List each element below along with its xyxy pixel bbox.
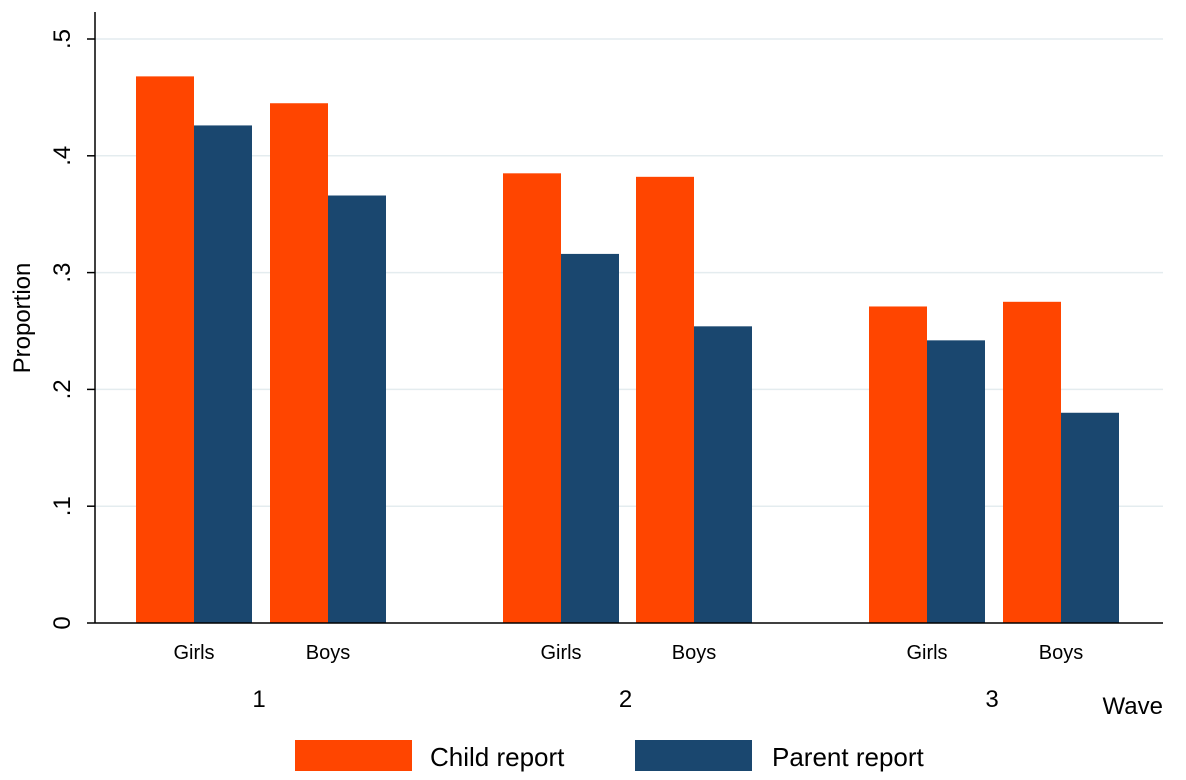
x-group-label: 1 xyxy=(252,686,265,713)
x-group-label: 3 xyxy=(985,686,998,713)
legend: Child report Parent report xyxy=(295,740,925,772)
x-subcategory-label: Girls xyxy=(173,642,214,664)
y-tick-label: .3 xyxy=(49,263,76,283)
bar-child-4 xyxy=(869,306,927,623)
bar-parent-0 xyxy=(194,125,252,623)
bar-child-5 xyxy=(1003,301,1061,623)
bar-parent-5 xyxy=(1061,412,1119,623)
bar-parent-1 xyxy=(328,195,386,623)
legend-label-parent-report: Parent report xyxy=(772,742,925,772)
legend-swatch-child-report xyxy=(295,740,412,771)
bar-parent-2 xyxy=(561,253,619,624)
legend-label-child-report: Child report xyxy=(430,742,565,772)
bar-child-1 xyxy=(270,103,328,624)
gridlines xyxy=(95,38,1163,507)
x-tick-labels: Girls Boys 1 Girls Boys 2 Girls Boys 3 xyxy=(173,642,1083,713)
y-axis-title: Proportion xyxy=(9,263,36,374)
bar-parent-3 xyxy=(694,326,752,623)
x-subcategory-label: Girls xyxy=(540,642,581,664)
x-subcategory-label: Boys xyxy=(1039,642,1083,664)
y-tick-label: .2 xyxy=(49,379,76,399)
y-tick-label: 0 xyxy=(49,616,76,629)
x-group-label: 2 xyxy=(619,686,632,713)
y-tick-label: .5 xyxy=(49,29,76,49)
bars xyxy=(136,76,1119,624)
y-tick-label: .1 xyxy=(49,496,76,516)
bar-child-3 xyxy=(636,176,694,623)
y-ticks: 0 .1 .2 .3 .4 .5 xyxy=(49,29,95,630)
bar-child-2 xyxy=(503,173,561,623)
x-axis-title: Wave xyxy=(1103,693,1163,720)
bar-child-0 xyxy=(136,76,194,624)
x-subcategory-label: Boys xyxy=(672,642,716,664)
axes xyxy=(94,12,1163,624)
y-tick-label: .4 xyxy=(49,146,76,166)
x-subcategory-label: Boys xyxy=(306,642,350,664)
x-subcategory-label: Girls xyxy=(906,642,947,664)
bar-parent-4 xyxy=(927,340,985,623)
legend-swatch-parent-report xyxy=(635,740,752,771)
